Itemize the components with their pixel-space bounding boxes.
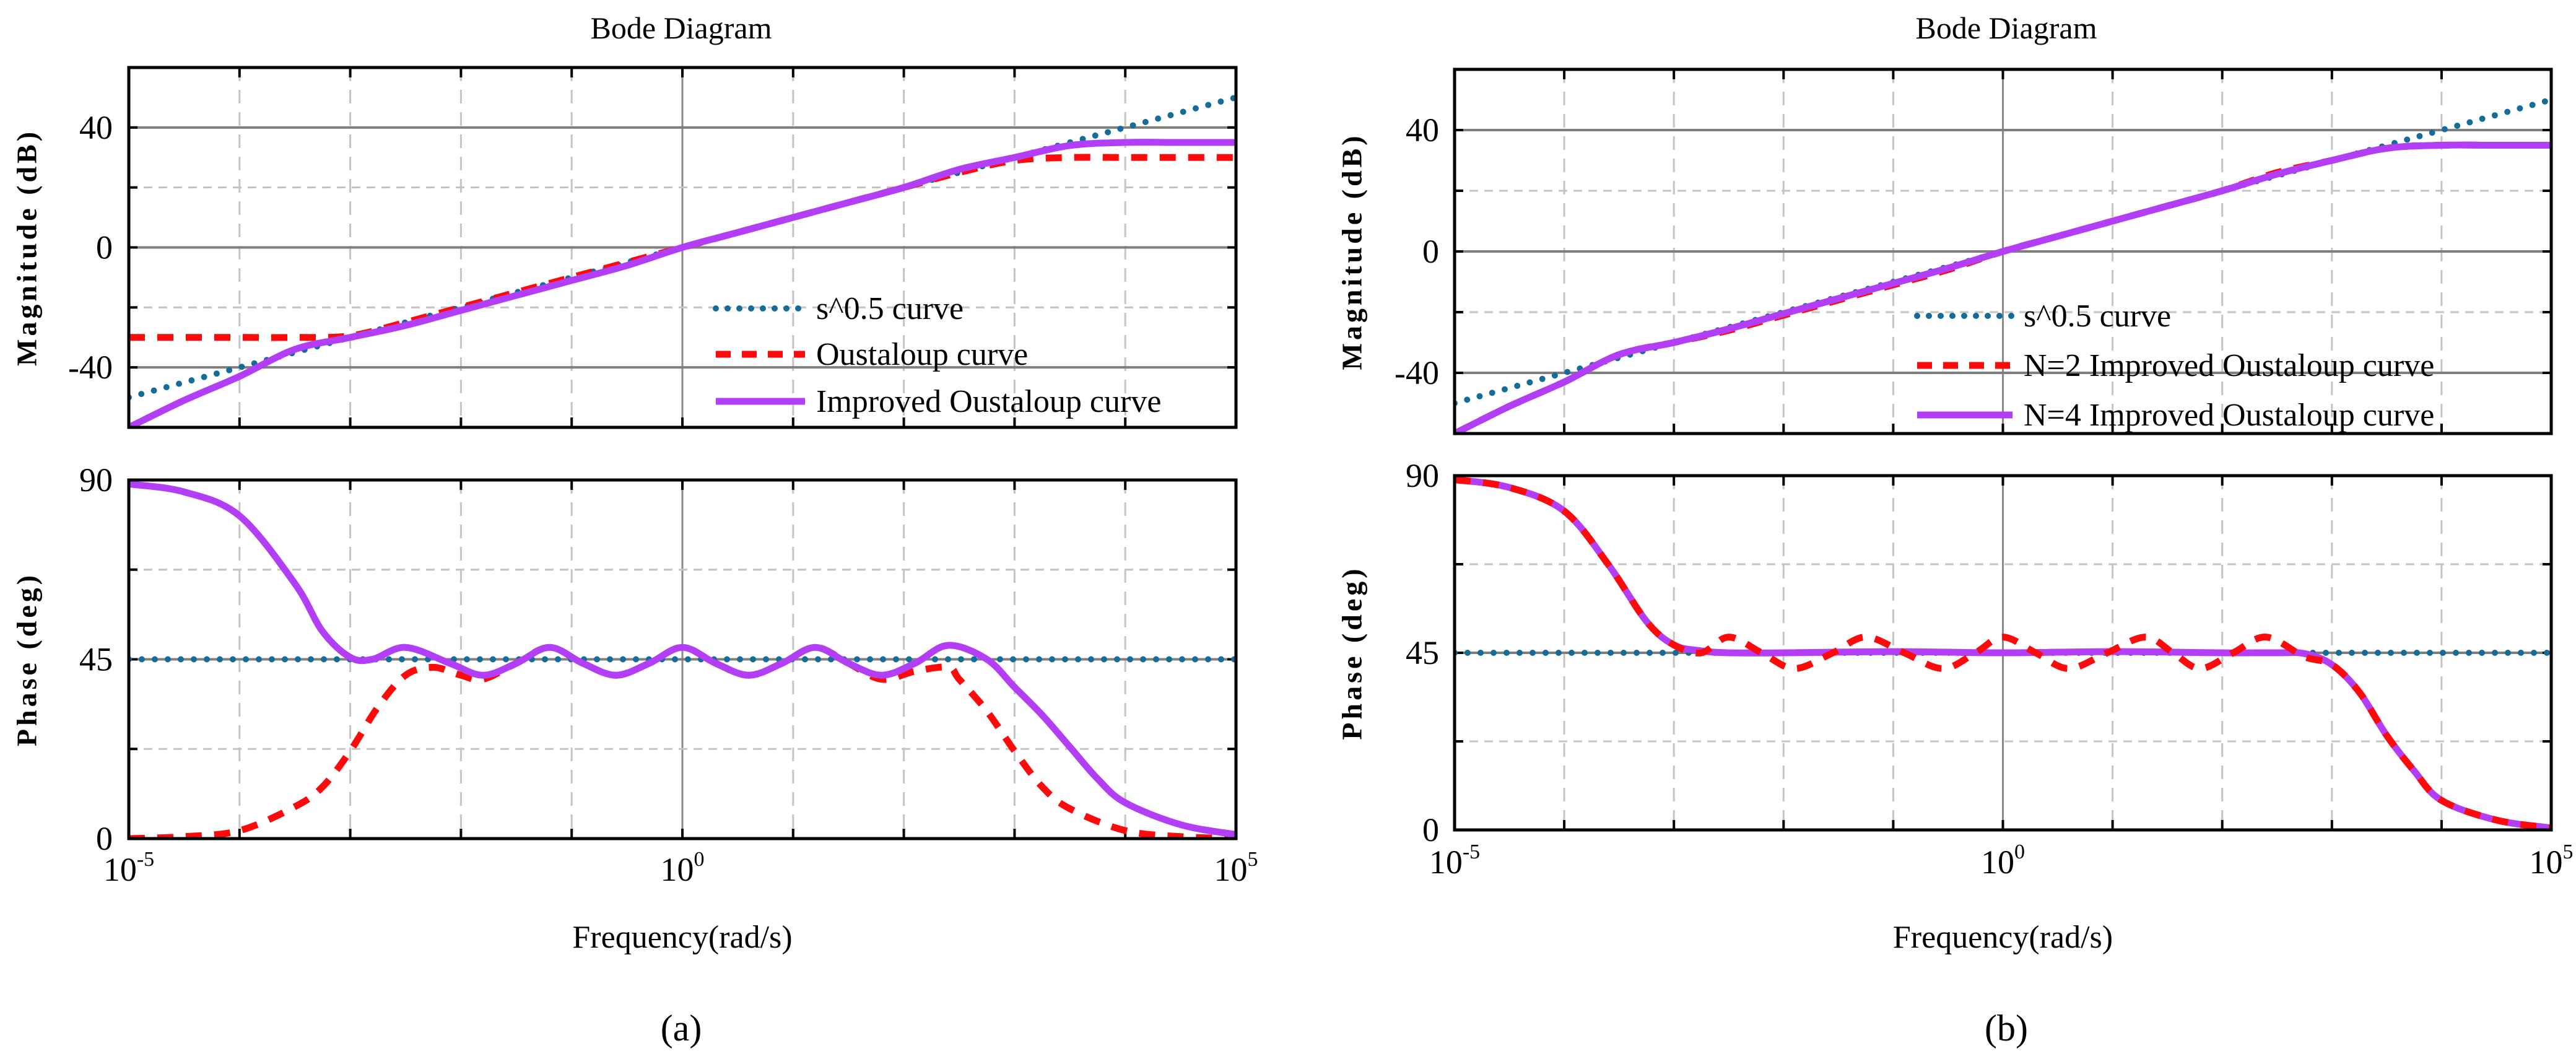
- legend-label: N=2 Improved Oustaloup curve: [2024, 348, 2434, 383]
- x-tick-base: 10: [1981, 844, 2014, 881]
- x-tick-base: 10: [1214, 851, 1248, 888]
- x-axis-label: Frequency(rad/s): [1893, 920, 2113, 955]
- x-tick-label: 100: [1981, 840, 2025, 881]
- axes-frame: [1453, 474, 2553, 832]
- x-tick-label: 10-5: [103, 848, 154, 888]
- y-tick-label: 0: [1422, 811, 1439, 849]
- y-tick-label: -40: [68, 349, 113, 386]
- y-axis-label: Magnitude (dB): [11, 129, 43, 366]
- y-axis-label: Phase (deg): [11, 572, 43, 746]
- x-tick-exponent: 5: [2563, 840, 2574, 863]
- legend-label: s^0.5 curve: [816, 291, 964, 326]
- y-tick-label: 40: [1406, 111, 1439, 149]
- bode-panel-b: Bode Diagram 40 0 -40 Magnitude (dB) s^0.5 cu…: [1336, 11, 2574, 1049]
- axes-frame: [1453, 68, 2553, 435]
- legend: s^0.5 curve Oustaloup curve Improved Ousta…: [713, 291, 1161, 419]
- magnitude-series-group: [1455, 97, 2551, 434]
- y-tick-label: 90: [1406, 457, 1439, 494]
- x-tick-label: 100: [661, 848, 705, 888]
- legend-label: Oustaloup curve: [816, 337, 1028, 372]
- phase-series-n-2-improved-oustaloup-curve: [1455, 476, 2551, 830]
- legend-label: Improved Oustaloup curve: [816, 384, 1161, 419]
- x-tick-label: 105: [2530, 840, 2574, 881]
- magnitude-series-improved-oustaloup-curve: [129, 139, 1236, 427]
- x-tick-exponent: -5: [1463, 840, 1480, 863]
- phase-series-improved-oustaloup-curve: [129, 480, 1236, 839]
- x-tick-base: 10: [661, 851, 694, 888]
- legend-label: s^0.5 curve: [2024, 299, 2171, 334]
- y-tick-label: 0: [96, 229, 113, 266]
- bode-panel-a: Bode Diagram 40 0 -40 Magnitude (dB) s^0.5 cu…: [11, 11, 1258, 1049]
- x-tick-base: 10: [103, 851, 137, 888]
- magnitude-series-oustaloup-curve: [129, 154, 1236, 341]
- magnitude-series-group: [129, 94, 1236, 427]
- y-tick-label: 90: [79, 461, 113, 499]
- x-tick-label: 105: [1214, 848, 1258, 888]
- legend: s^0.5 curve N=2 Improved Oustaloup curve N…: [1914, 299, 2434, 433]
- x-tick-base: 10: [1429, 844, 1463, 881]
- x-tick-exponent: -5: [137, 848, 154, 871]
- x-tick-exponent: 0: [2014, 840, 2025, 863]
- y-tick-label: 0: [96, 820, 113, 857]
- y-axis-label: Phase (deg): [1336, 565, 1368, 740]
- axes-frame: [127, 66, 1238, 429]
- x-tick-label: 10-5: [1429, 840, 1480, 881]
- y-axis-label: Magnitude (dB): [1336, 133, 1368, 370]
- phase-series-group: [1455, 476, 2551, 830]
- phase-series-group: [129, 480, 1236, 839]
- panel-label: (b): [1985, 1008, 2028, 1049]
- x-tick-exponent: 5: [1248, 848, 1258, 871]
- chart-title: Bode Diagram: [1916, 11, 2097, 45]
- magnitude-plot: 40 0 -40 Magnitude (dB) s^0.5 curve Oustaloup…: [11, 66, 1238, 429]
- y-tick-label: 40: [79, 109, 113, 146]
- y-tick-label: -40: [1395, 354, 1439, 391]
- y-tick-label: 0: [1422, 233, 1439, 270]
- legend-label: N=4 Improved Oustaloup curve: [2024, 398, 2434, 433]
- y-tick-label: 45: [1406, 634, 1439, 671]
- x-axis-label: Frequency(rad/s): [572, 920, 792, 955]
- axes-frame: [127, 478, 1238, 840]
- panel-label: (a): [661, 1008, 702, 1049]
- chart-title: Bode Diagram: [591, 11, 772, 45]
- x-tick-exponent: 0: [694, 848, 705, 871]
- y-tick-label: 45: [79, 641, 113, 678]
- magnitude-series-n-4-improved-oustaloup-curve: [1455, 141, 2551, 434]
- magnitude-plot: 40 0 -40 Magnitude (dB) s^0.5 curve N=2 Impro…: [1336, 68, 2553, 435]
- x-tick-base: 10: [2530, 844, 2563, 881]
